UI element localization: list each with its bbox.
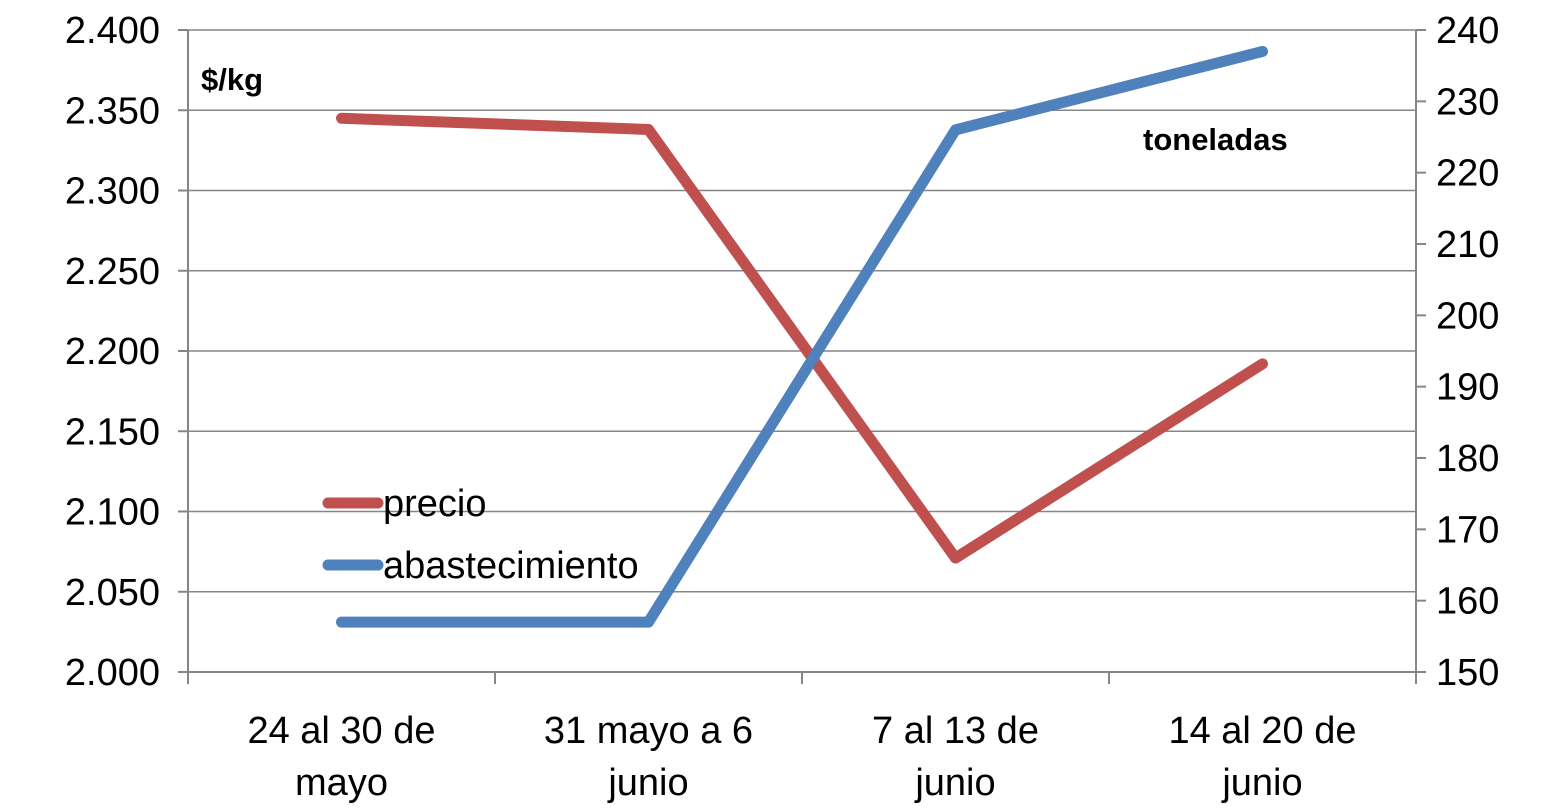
right-tick-label: 170 — [1436, 509, 1499, 551]
x-category-label-line: 14 al 20 de — [1168, 710, 1356, 752]
x-category-label-line: 31 mayo a 6 — [544, 710, 753, 752]
left-tick-label: 2.400 — [65, 10, 160, 52]
right-tick-label: 220 — [1436, 153, 1499, 195]
left-tick-label: 2.100 — [65, 492, 160, 534]
left-y-tick-labels: 2.000 2.050 2.100 2.150 2.200 2.250 2.300 2.350… — [65, 10, 188, 694]
x-category-label-line: mayo — [295, 762, 388, 804]
left-tick-label: 2.150 — [65, 411, 160, 453]
right-tick-label: 210 — [1436, 224, 1499, 266]
right-axis-unit-label: toneladas — [1143, 122, 1288, 157]
right-tick-label: 200 — [1436, 295, 1499, 337]
x-category-label-line: junio — [1221, 762, 1302, 804]
left-tick-label: 2.300 — [65, 171, 160, 213]
x-category-label: 14 al 20 de junio — [1168, 710, 1356, 804]
x-category-label-line: junio — [914, 762, 995, 804]
x-tick-marks — [187, 672, 1417, 684]
series-line-abastecimiento — [336, 45, 1268, 628]
left-tick-label: 2.000 — [65, 652, 160, 694]
left-tick-label: 2.250 — [65, 251, 160, 293]
left-tick-label: 2.050 — [65, 572, 160, 614]
right-tick-label: 180 — [1436, 438, 1499, 480]
right-tick-label: 240 — [1436, 10, 1499, 52]
right-tick-label: 160 — [1436, 581, 1499, 623]
gridlines — [188, 29, 1416, 593]
series-lines — [336, 45, 1268, 628]
x-category-label-line: junio — [607, 762, 688, 804]
x-category-label: 24 al 30 de mayo — [247, 710, 435, 804]
x-category-label-line: 7 al 13 de — [872, 710, 1039, 752]
x-category-label: 31 mayo a 6 junio — [544, 710, 753, 804]
x-category-label-line: 24 al 30 de — [247, 710, 435, 752]
right-y-tick-labels: 150 160 170 180 190 200 210 220 230 240 — [1416, 10, 1499, 694]
series-line-precio — [336, 112, 1268, 564]
right-tick-label: 150 — [1436, 652, 1499, 694]
x-category-label: 7 al 13 de junio — [872, 710, 1039, 804]
right-tick-label: 230 — [1436, 81, 1499, 123]
left-axis-unit-label: $/kg — [201, 62, 263, 97]
legend-label-abastecimiento: abastecimiento — [383, 545, 639, 587]
legend: precio abastecimiento — [322, 483, 639, 587]
left-tick-label: 2.200 — [65, 331, 160, 373]
right-tick-label: 190 — [1436, 367, 1499, 409]
legend-label-precio: precio — [383, 483, 487, 525]
left-tick-label: 2.350 — [65, 90, 160, 132]
